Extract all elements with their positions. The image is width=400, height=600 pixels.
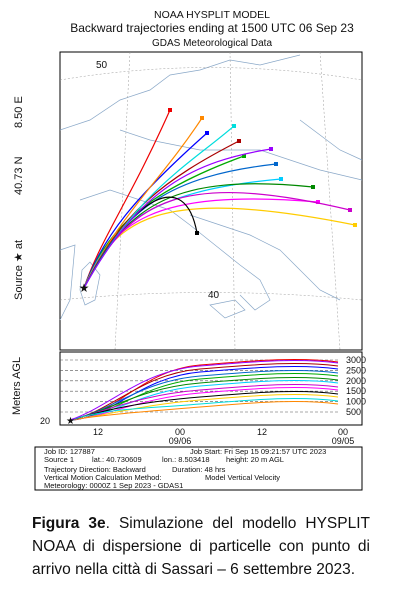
info: Job Start: Fri Sep 15 09:21:57 UTC 2023 xyxy=(190,447,326,456)
level-label: 2000 xyxy=(346,376,366,386)
side-source: Source ★ at xyxy=(13,240,25,300)
info: lon.: 8.503418 xyxy=(162,455,210,464)
trajectories xyxy=(83,108,357,289)
x-label: 09/06 xyxy=(169,436,192,446)
x-label: 00 xyxy=(338,427,348,437)
profile-lines xyxy=(69,358,339,421)
info: height: 20 m AGL xyxy=(226,455,284,464)
trajectory-marker xyxy=(274,162,278,166)
profile-line xyxy=(69,369,339,421)
figure: NOAA HYSPLIT MODEL Backward trajectories… xyxy=(11,9,366,491)
x-label: 00 xyxy=(175,427,185,437)
trajectory-marker xyxy=(348,208,352,212)
profile-line xyxy=(69,400,339,421)
trajectory-marker xyxy=(200,116,204,120)
trajectory-marker xyxy=(237,139,241,143)
level-label: 1000 xyxy=(346,397,366,407)
trajectory-marker xyxy=(353,223,357,227)
source-height: 20 xyxy=(40,416,50,426)
info: Vertical Motion Calculation Method: xyxy=(44,473,162,482)
info: Meteorology: 0000Z 1 Sep 2023 - GDAS1 xyxy=(44,481,183,490)
subtitle: GDAS Meteorological Data xyxy=(152,38,272,49)
trajectory-marker xyxy=(316,200,320,204)
info: Trajectory Direction: Backward xyxy=(44,465,146,474)
trajectory xyxy=(83,148,272,289)
info: lat.: 40.730609 xyxy=(92,455,142,464)
level-label: 3000 xyxy=(346,355,366,365)
profile-line xyxy=(69,390,339,421)
info: Duration: 48 hrs xyxy=(172,465,226,474)
graticule xyxy=(59,51,363,351)
info: Model Vertical Velocity xyxy=(205,473,280,482)
x-label: 12 xyxy=(257,427,267,437)
profile-line xyxy=(69,393,339,421)
map-label: 50 xyxy=(96,60,108,71)
profile-line xyxy=(69,359,339,421)
level-label: 1500 xyxy=(346,386,366,396)
caption-text: . Simulazione del modello HYSPLIT NOAA d… xyxy=(32,515,370,578)
profile-line xyxy=(69,397,339,421)
level-label: 2500 xyxy=(346,365,366,375)
side-lon: 8.50 E xyxy=(13,96,25,128)
profile-line xyxy=(69,362,339,421)
caption-label: Figura 3e xyxy=(32,515,106,532)
x-label: 09/05 xyxy=(332,436,355,446)
coastlines xyxy=(59,54,363,321)
info: Job ID: 127887 xyxy=(44,447,95,456)
info: Source 1 xyxy=(44,455,74,464)
level-label: 500 xyxy=(346,407,361,417)
source-star: ★ xyxy=(79,281,90,295)
x-label: 12 xyxy=(93,427,103,437)
trajectory-marker xyxy=(242,154,246,158)
title: Backward trajectories ending at 1500 UTC… xyxy=(70,21,354,35)
caption: Figura 3e. Simulazione del modello HYSPL… xyxy=(32,512,370,581)
trajectory-marker xyxy=(269,147,273,151)
trajectory-marker xyxy=(232,124,236,128)
side-lat: 40.73 N xyxy=(13,156,25,195)
profile-line xyxy=(69,383,339,421)
profile-y-label: Meters AGL xyxy=(11,357,23,415)
profile-line xyxy=(69,386,339,421)
trajectory-marker xyxy=(205,131,209,135)
trajectory-marker xyxy=(311,185,315,189)
source-star-profile: ★ xyxy=(66,416,75,427)
trajectory-marker xyxy=(195,231,199,235)
profile-line xyxy=(69,376,339,421)
info-box xyxy=(34,446,363,491)
trajectory-marker xyxy=(279,177,283,181)
map-label: 40 xyxy=(208,290,220,301)
trajectory-marker xyxy=(168,108,172,112)
model: NOAA HYSPLIT MODEL xyxy=(154,9,270,21)
